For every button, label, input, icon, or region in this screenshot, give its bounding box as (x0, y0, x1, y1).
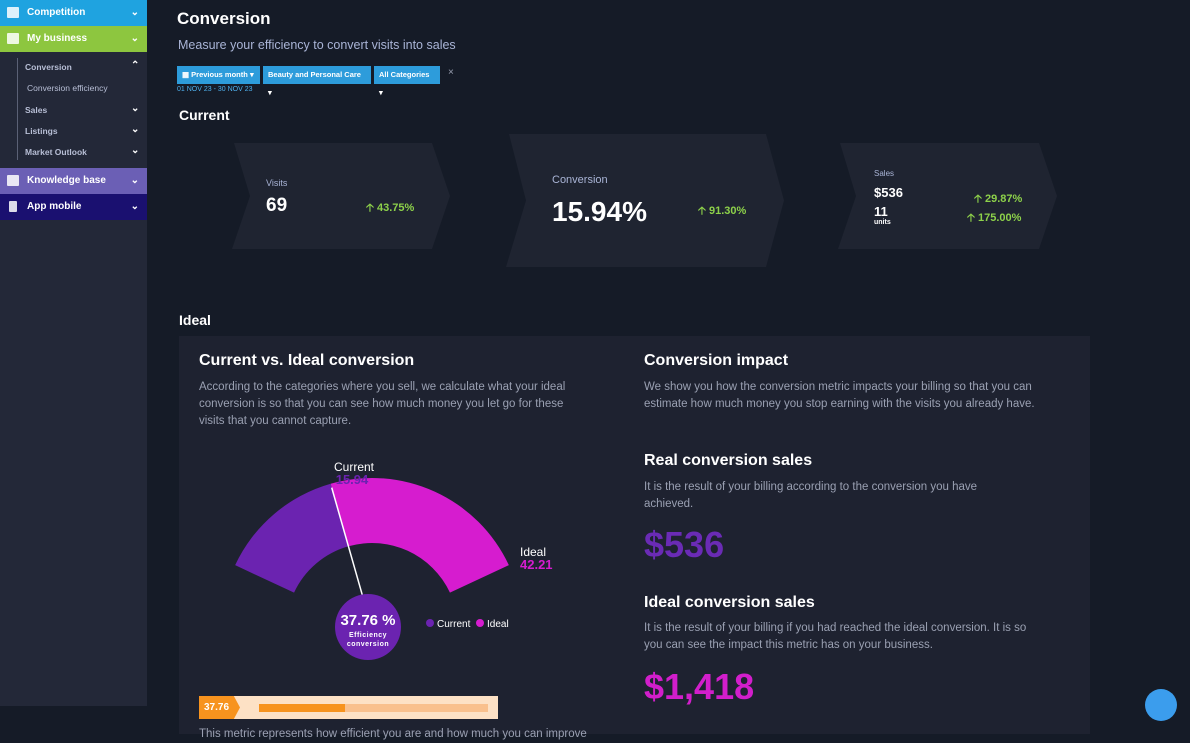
gauge-ideal (330, 478, 509, 593)
efficiency-caption: Efficiency conversion (347, 632, 389, 648)
footer-text: This metric represents how efficient you… (199, 728, 587, 740)
sub-label: Sales (25, 105, 48, 115)
ideal-value: $1,418 (644, 666, 755, 707)
nav-label: App mobile (27, 201, 82, 212)
kpi-change: 🡡 175.00% (967, 212, 1022, 224)
card-title: Real conversion sales (644, 452, 813, 469)
filter-button[interactable]: Beauty and Personal Care ▾ (263, 66, 371, 97)
kpi-change: 🡡 29.87% (974, 193, 1023, 205)
gauge-needle (330, 487, 364, 597)
page-title: Conversion (177, 9, 271, 28)
card-title: Current vs. Ideal conversion (199, 352, 415, 369)
gauge: 37.76 %Efficiency conversionCurrent15.94I… (235, 460, 553, 660)
sub-label: Market Outlook (25, 147, 87, 157)
sidebar (0, 0, 147, 706)
kpi-label: Sales (874, 169, 895, 178)
change-text: 43.75% (376, 202, 415, 214)
ideal-value: 42.21 (520, 557, 553, 572)
nav-item[interactable]: App mobile ⌄ (0, 194, 147, 220)
current-label: Current (334, 460, 375, 474)
sub-label: Conversion efficiency (27, 83, 108, 93)
kpi-value: 15.94% (552, 196, 647, 227)
sub-item[interactable]: Sales ⌄ (25, 103, 140, 115)
section-heading: Current (179, 107, 230, 123)
kpi-label: Conversion (552, 174, 608, 186)
filter-button[interactable]: ▦ Previous month ▾ (177, 66, 260, 84)
efficiency-circle (335, 594, 401, 660)
kpi-card (506, 134, 784, 267)
card-title: Conversion impact (644, 352, 789, 369)
efficiency-label: 37.76 % (340, 612, 395, 629)
chat-button[interactable] (1145, 689, 1177, 721)
sub-item[interactable]: Conversion ⌃ (25, 60, 140, 72)
legend-swatch (426, 619, 434, 627)
card-text: It is the result of your billing accordi… (644, 481, 978, 510)
date-range: 01 NOV 23 - 30 NOV 23 (177, 86, 253, 93)
kpi-change: 🡡 91.30% (698, 205, 747, 217)
kpi-card (838, 143, 1057, 249)
card-title: Ideal conversion sales (644, 594, 815, 611)
current-value: 15.94 (336, 472, 369, 487)
legend-label: Ideal (487, 619, 509, 630)
sidebar-footer (0, 706, 147, 734)
sub-label: Listings (25, 126, 58, 136)
legend-label: Current (437, 619, 471, 630)
sub-item[interactable]: Conversion efficiency (27, 83, 108, 93)
card-text: We show you how the conversion metric im… (644, 381, 1035, 410)
ideal-label: Ideal (520, 545, 546, 559)
sub-item[interactable]: Listings ⌄ (25, 124, 140, 136)
clear-button[interactable]: × (448, 67, 454, 78)
nav-label: Knowledge base (27, 175, 106, 186)
efficiency-tag: 37.76 % (199, 696, 240, 719)
page-subtitle: Measure your efficiency to convert visit… (178, 38, 456, 52)
real-value: $536 (644, 524, 725, 565)
section-heading: Ideal (179, 312, 211, 328)
kpi-unit: units (874, 219, 891, 226)
sub-item[interactable]: Market Outlook ⌄ (25, 145, 140, 157)
legend-swatch (476, 619, 484, 627)
nav-item[interactable]: My business ⌄ (0, 26, 147, 52)
card-text: It is the result of your billing if you … (644, 622, 1027, 651)
kpi-card (232, 143, 450, 249)
efficiency-fill (259, 704, 346, 712)
kpi-label: Visits (266, 178, 288, 188)
change-text: 175.00% (977, 212, 1022, 224)
kpi-value: 69 (266, 195, 288, 216)
tree-line (17, 58, 18, 160)
nav-label: Competition (27, 7, 86, 18)
change-text: 91.30% (708, 205, 747, 217)
filter-label: All Categories (379, 70, 430, 79)
kpi-value: $536 (874, 185, 903, 200)
change-text: 29.87% (984, 193, 1023, 205)
sub-label: Conversion (25, 62, 72, 72)
card-text: According to the categories where you se… (199, 381, 566, 427)
nav-item[interactable]: Knowledge base ⌄ (0, 168, 147, 194)
filter-label: Previous month (191, 70, 248, 79)
kpi-change: 🡡 43.75% (366, 202, 415, 214)
filter-label: Beauty and Personal Care (268, 70, 361, 79)
gauge-current (235, 483, 349, 593)
kpi-value: 11 (874, 204, 888, 219)
filter-button[interactable]: All Categories ▾ (374, 66, 440, 97)
nav-item[interactable]: Competition ⌄ (0, 0, 147, 26)
nav-label: My business (27, 33, 88, 44)
efficiency-track (259, 704, 488, 712)
